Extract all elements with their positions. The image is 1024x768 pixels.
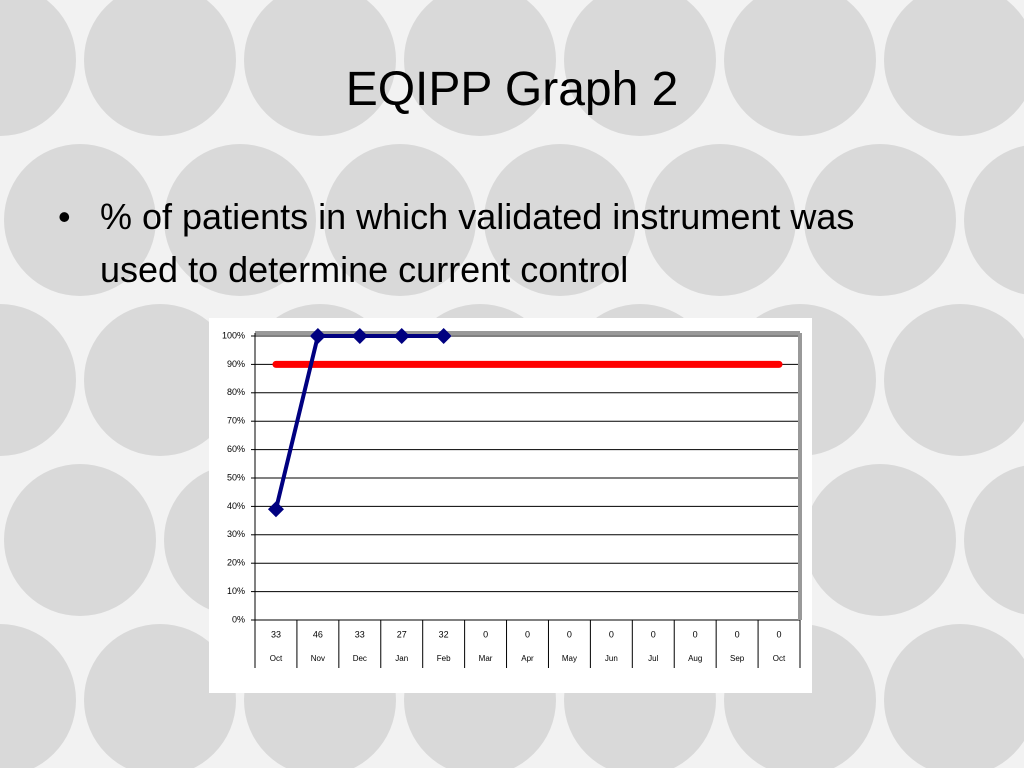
data-marker	[309, 328, 326, 344]
x-tick-label: Oct	[773, 654, 786, 663]
count-label: 0	[483, 629, 488, 639]
y-tick-label: 60%	[227, 444, 245, 454]
x-tick-label: Dec	[353, 654, 367, 663]
x-tick-label: Jun	[605, 654, 618, 663]
bullet-text: % of patients in which validated instrum…	[100, 196, 855, 290]
x-tick-label: Jul	[648, 654, 658, 663]
x-tick-label: May	[562, 654, 577, 663]
count-label: 0	[735, 629, 740, 639]
bullet: • % of patients in which validated instr…	[58, 190, 918, 296]
count-label: 0	[609, 629, 614, 639]
y-tick-label: 30%	[227, 529, 245, 539]
x-tick-label: Nov	[311, 654, 325, 663]
y-tick-label: 0%	[232, 614, 245, 624]
x-tick-label: Sep	[730, 654, 745, 663]
y-tick-label: 10%	[227, 586, 245, 596]
data-marker	[435, 328, 452, 344]
x-tick-label: Apr	[521, 654, 534, 663]
x-tick-label: Oct	[270, 654, 283, 663]
data-marker	[351, 328, 368, 344]
count-label: 33	[271, 629, 281, 639]
y-tick-label: 40%	[227, 501, 245, 511]
x-tick-label: Mar	[479, 654, 493, 663]
count-label: 0	[567, 629, 572, 639]
chart-background	[209, 318, 812, 693]
y-tick-label: 80%	[227, 387, 245, 397]
bullet-dot: •	[58, 196, 71, 237]
count-label: 33	[355, 629, 365, 639]
x-tick-label: Jan	[395, 654, 408, 663]
x-tick-label: Feb	[437, 654, 451, 663]
count-label: 0	[651, 629, 656, 639]
y-tick-label: 50%	[227, 472, 245, 482]
y-tick-label: 90%	[227, 359, 245, 369]
y-tick-label: 20%	[227, 558, 245, 568]
data-marker	[267, 501, 284, 518]
count-label: 27	[397, 629, 407, 639]
slide-title: EQIPP Graph 2	[345, 63, 679, 116]
y-tick-label: 70%	[227, 416, 245, 426]
count-label: 0	[525, 629, 530, 639]
count-label: 0	[693, 629, 698, 639]
data-marker	[393, 328, 410, 344]
y-tick-label: 100%	[222, 330, 245, 340]
count-label: 32	[439, 629, 449, 639]
count-label: 46	[313, 629, 323, 639]
x-tick-label: Aug	[688, 654, 702, 663]
count-label: 0	[777, 629, 782, 639]
